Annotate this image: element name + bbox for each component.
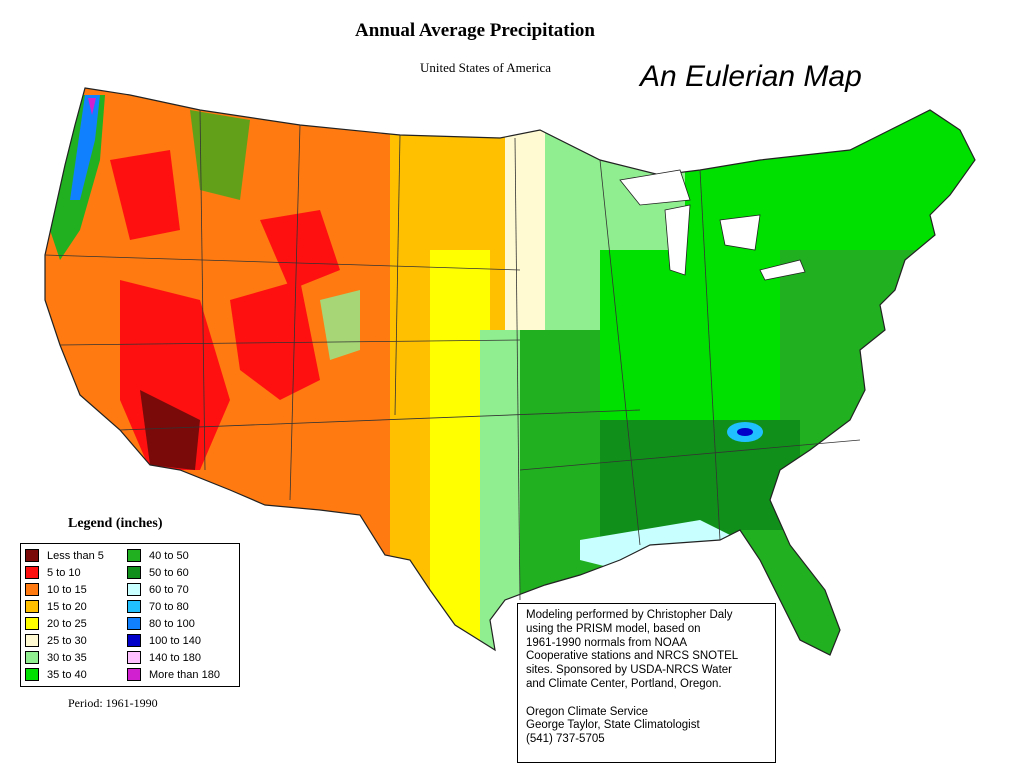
legend-label: 100 to 140 — [149, 634, 201, 647]
legend-swatch — [127, 566, 141, 579]
legend-item: 40 to 50 — [127, 547, 220, 564]
legend-swatch — [127, 549, 141, 562]
legend-swatch — [25, 583, 39, 596]
credit-line — [526, 692, 767, 706]
legend-swatch — [127, 634, 141, 647]
legend-swatch — [127, 651, 141, 664]
legend-label: 50 to 60 — [149, 566, 189, 579]
legend-label: 60 to 70 — [149, 583, 189, 596]
slide-title: An Eulerian Map — [640, 60, 862, 93]
legend-item: 10 to 15 — [25, 581, 104, 598]
legend-swatch — [25, 549, 39, 562]
legend-item: 35 to 40 — [25, 666, 104, 683]
legend-column-right: 40 to 50 50 to 60 60 to 70 70 to 80 80 to 10… — [127, 547, 220, 683]
legend-item: 5 to 10 — [25, 564, 104, 581]
credit-line: using the PRISM model, based on — [526, 622, 701, 635]
legend-label: 80 to 100 — [149, 617, 195, 630]
period-label: Period: 1961-1990 — [68, 696, 158, 710]
legend-label: 35 to 40 — [47, 668, 87, 681]
legend-label: 15 to 20 — [47, 600, 87, 613]
legend-label: 30 to 35 — [47, 651, 87, 664]
credit-line: (541) 737-5705 — [526, 733, 605, 746]
legend-item: 100 to 140 — [127, 632, 220, 649]
legend-item: More than 180 — [127, 666, 220, 683]
legend-title: Legend (inches) — [68, 516, 163, 531]
map-subtitle: United States of America — [420, 60, 552, 75]
credit-line: sites. Sponsored by USDA-NRCS Water — [526, 664, 733, 677]
legend-item: 80 to 100 — [127, 615, 220, 632]
legend-item: Less than 5 — [25, 547, 104, 564]
legend-label: Less than 5 — [47, 549, 104, 562]
legend-column-left: Less than 5 5 to 10 10 to 15 15 to 20 20 to … — [25, 547, 104, 683]
legend-item: 50 to 60 — [127, 564, 220, 581]
credit-line: George Taylor, State Climatologist — [526, 719, 700, 732]
legend-swatch — [127, 668, 141, 681]
legend-item: 70 to 80 — [127, 598, 220, 615]
legend-swatch — [25, 600, 39, 613]
legend-swatch — [25, 651, 39, 664]
legend-item: 20 to 25 — [25, 615, 104, 632]
legend-swatch — [127, 583, 141, 596]
legend-label: 140 to 180 — [149, 651, 201, 664]
credit-line: and Climate Center, Portland, Oregon. — [526, 677, 722, 690]
credit-line: Modeling performed by Christopher Daly — [526, 609, 733, 621]
legend-item: 140 to 180 — [127, 649, 220, 666]
legend: Less than 5 5 to 10 10 to 15 15 to 20 20 to … — [20, 543, 240, 687]
legend-swatch — [25, 668, 39, 681]
legend-swatch — [25, 566, 39, 579]
map-title: Annual Average Precipitation — [355, 20, 595, 41]
legend-swatch — [25, 617, 39, 630]
legend-swatch — [127, 617, 141, 630]
credit-box: Modeling performed by Christopher Daly us… — [517, 603, 776, 763]
credit-line: Cooperative stations and NRCS SNOTEL — [526, 650, 739, 663]
legend-item: 30 to 35 — [25, 649, 104, 666]
legend-item: 60 to 70 — [127, 581, 220, 598]
credit-line: Oregon Climate Service — [526, 705, 649, 718]
legend-label: 5 to 10 — [47, 566, 81, 579]
credit-line: 1961-1990 normals from NOAA — [526, 636, 688, 649]
legend-label: 20 to 25 — [47, 617, 87, 630]
legend-label: 10 to 15 — [47, 583, 87, 596]
legend-swatch — [127, 600, 141, 613]
legend-item: 15 to 20 — [25, 598, 104, 615]
legend-label: 25 to 30 — [47, 634, 87, 647]
legend-item: 25 to 30 — [25, 632, 104, 649]
legend-label: 70 to 80 — [149, 600, 189, 613]
legend-swatch — [25, 634, 39, 647]
legend-label: 40 to 50 — [149, 549, 189, 562]
legend-label: More than 180 — [149, 668, 220, 681]
